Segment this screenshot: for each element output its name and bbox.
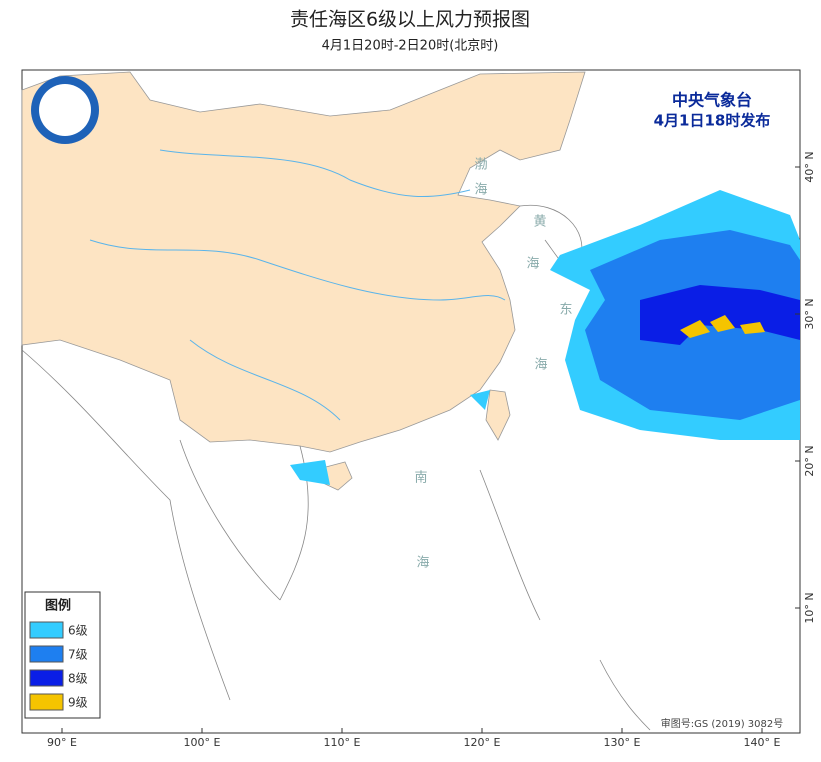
- sea-label: 海: [526, 257, 539, 272]
- legend-title: 图例: [45, 598, 71, 614]
- lon-label: 120° E: [464, 736, 501, 749]
- sea-label: 海: [474, 183, 487, 198]
- subtitle: 4月1日20时-2日20时(北京时): [322, 39, 499, 54]
- legend-label: 9级: [68, 696, 88, 710]
- lon-label: 90° E: [47, 736, 77, 749]
- sea-label: 海: [416, 556, 429, 571]
- lon-label: 100° E: [184, 736, 221, 749]
- lon-labels: 90° E 100° E 110° E 120° E 130° E 140° E: [47, 728, 781, 749]
- wind-area: [680, 320, 710, 338]
- rivers: [89, 149, 506, 421]
- sea-label: 海: [534, 358, 547, 373]
- sea-label: 黄: [533, 215, 546, 230]
- title: 责任海区6级以上风力预报图: [290, 9, 530, 31]
- lat-label: 10° N: [803, 592, 816, 623]
- logo-inner: [39, 84, 91, 136]
- legend-swatch: [29, 621, 64, 639]
- land: [21, 71, 586, 491]
- sea-label: 南: [414, 470, 427, 486]
- lat-label: 40° N: [803, 151, 816, 182]
- wind-area: [290, 460, 330, 485]
- wind-area: [740, 322, 765, 334]
- legend-swatch: [29, 645, 64, 663]
- approval-number: 审图号:GS (2019) 3082号: [661, 717, 784, 730]
- lon-label: 110° E: [324, 736, 361, 749]
- issue-time: 4月1日18时发布: [654, 112, 771, 130]
- sea-label: 渤: [474, 157, 487, 173]
- sea-label: 东: [559, 303, 572, 318]
- legend-swatch: [29, 693, 64, 711]
- lat-labels: 40° N 30° N 20° N 10° N: [795, 151, 816, 624]
- legend: 6级 7级 8级 9级: [29, 621, 88, 711]
- legend-label: 6级: [68, 624, 88, 638]
- lon-label: 130° E: [604, 736, 641, 749]
- wind-areas: [290, 190, 800, 485]
- legend-label: 8级: [68, 672, 88, 686]
- wind-area: [470, 390, 490, 410]
- wind-area: [710, 315, 735, 332]
- issuer-name: 中央气象台: [672, 91, 752, 110]
- lat-label: 20° N: [803, 445, 816, 476]
- lat-label: 30° N: [803, 298, 816, 329]
- lon-label: 140° E: [744, 736, 781, 749]
- legend-swatch: [29, 669, 64, 687]
- legend-label: 7级: [68, 648, 88, 662]
